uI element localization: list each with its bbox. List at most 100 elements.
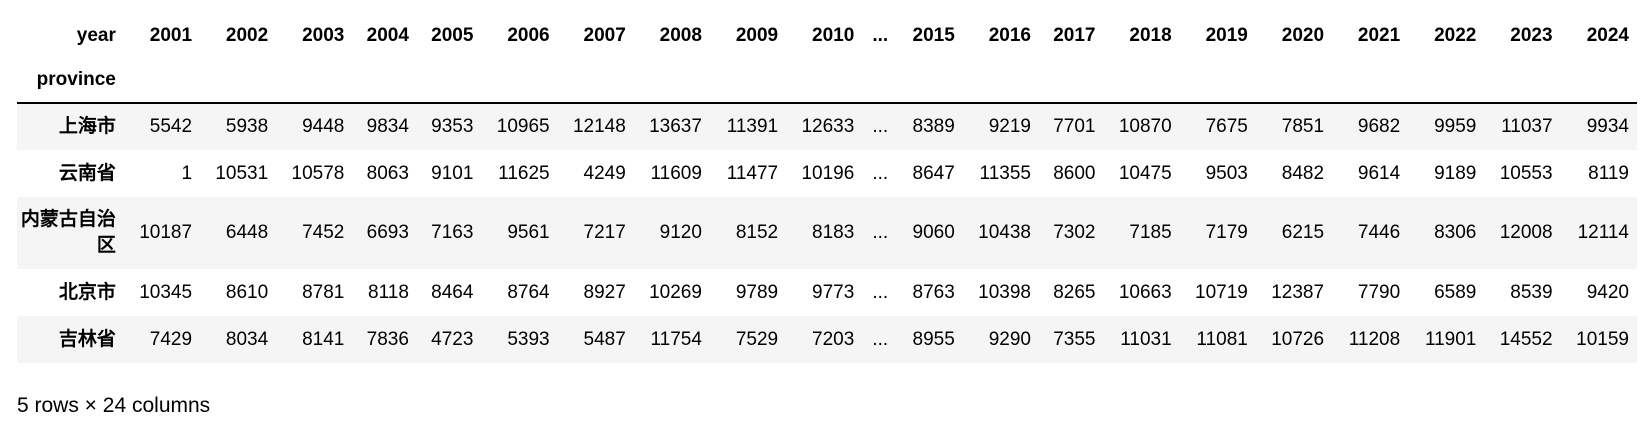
table-cell: 14552 [1499,328,1553,350]
table-cell: 11477 [726,162,779,184]
table-cell: 10438 [978,222,1031,243]
header-row-columns: year 2001 2002 2003 2004 2005 2006 2007 … [17,14,1637,58]
table-cell: 8647 [912,162,955,184]
table-cell: 10553 [1499,162,1553,184]
table-cell: 8927 [583,281,626,303]
table-cell: 8141 [302,328,345,350]
table-cell: 7179 [1205,222,1248,243]
table-cell: 8610 [225,281,269,303]
column-header: 2017 [1053,25,1096,46]
table-cell: 13637 [649,116,702,137]
column-header: 2009 [735,25,779,46]
table-cell: 9189 [1434,162,1477,184]
table-row: 吉林省 7429 8034 8141 7836 4723 5393 5487 11754 7529… [17,316,1637,363]
table-cell: 10398 [978,281,1031,303]
table-cell: 9934 [1586,116,1629,137]
table-cell: 9682 [1357,116,1401,137]
table-cell: 11754 [650,328,702,350]
table-cell: 12114 [1577,222,1629,243]
table-cell: 5487 [583,328,626,350]
column-header: 2021 [1357,25,1401,46]
table-cell: 9290 [988,328,1031,350]
table-cell: 10578 [291,162,345,184]
table-cell: 7163 [431,222,474,243]
table-cell: 7302 [1053,222,1096,243]
table-cell-ellipsis: ... [872,328,889,350]
table-cell: 7851 [1281,116,1325,137]
table-cell: 8482 [1281,162,1325,184]
table-cell-ellipsis: ... [872,162,889,184]
table-cell: 10870 [1118,116,1172,137]
column-header: 2004 [366,25,409,46]
row-index-label: 内蒙古自治区 [20,209,116,256]
column-header: 2001 [149,25,193,46]
table-cell: 10345 [139,281,193,303]
table-cell: 8464 [431,281,474,303]
table-cell: 9789 [735,281,779,303]
table-cell: 5393 [507,328,550,350]
table-cell: 8265 [1053,281,1096,303]
table-cell: 11208 [1348,328,1401,350]
column-header: 2005 [431,25,474,46]
column-header: 2007 [583,25,626,46]
table-cell: 7446 [1357,222,1401,243]
table-cell: 9614 [1357,162,1401,184]
table-cell: 10187 [139,222,193,243]
table-cell-ellipsis: ... [872,222,889,243]
column-header: 2023 [1510,25,1553,46]
table-cell: 11391 [726,116,779,137]
table-cell: 9420 [1586,281,1629,303]
table-cell: 8600 [1053,162,1096,184]
table-cell: 11625 [498,162,550,184]
table-cell: 8183 [812,222,855,243]
table-cell: 7701 [1053,116,1096,137]
table-cell: 11031 [1120,328,1172,350]
table-cell: 10475 [1118,162,1172,184]
table-cell: 7429 [149,328,193,350]
table-cell: 8118 [368,281,409,303]
table-cell: 9101 [431,162,474,184]
table-cell: 11355 [979,162,1031,184]
table-cell: 6693 [366,222,409,243]
table-row: 上海市 5542 5938 9448 9834 9353 10965 12148 13637 11… [17,103,1637,150]
table-cell: 9773 [812,281,855,303]
table-cell: 8389 [912,116,955,137]
column-header: 2015 [912,25,955,46]
column-header: 2010 [812,25,855,46]
table-row: 北京市 10345 8610 8781 8118 8464 8764 8927 10269 978… [17,269,1637,316]
table-cell: 1 [181,162,193,184]
column-header: 2022 [1434,25,1477,46]
table-cell: 12633 [801,116,855,137]
table-cell: 6215 [1281,222,1325,243]
table-cell: 9561 [507,222,550,243]
table-cell: 9060 [912,222,955,243]
table-shape-footer: 5 rows × 24 columns [17,394,211,417]
table-cell: 7675 [1205,116,1248,137]
table-cell: 7452 [302,222,345,243]
table-cell-ellipsis: ... [872,281,889,303]
row-index-label: 上海市 [58,116,116,137]
column-header: 2016 [988,25,1031,46]
table-header: year 2001 2002 2003 2004 2005 2006 2007 … [17,14,1637,103]
table-cell: 9120 [659,222,702,243]
table-cell: 9353 [431,116,474,137]
table-cell: 12148 [572,116,626,137]
columns-label: year [76,25,116,46]
column-header: 2003 [302,25,345,46]
table-cell: 9834 [366,116,409,137]
table-row: 云南省 1 10531 10578 8063 9101 11625 4249 11609 1147… [17,150,1637,197]
table-cell: 8781 [302,281,345,303]
table-cell: 8034 [225,328,269,350]
row-index-label: 云南省 [58,162,116,184]
table-cell: 5542 [149,116,193,137]
table-cell: 6589 [1434,281,1477,303]
row-index-label: 北京市 [58,281,116,303]
table-cell: 7203 [812,328,855,350]
header-row-index: province [17,58,1637,103]
table-row: 内蒙古自治区 10187 6448 7452 6693 7163 9561 7217 9120 8… [17,197,1637,269]
table-cell: 11901 [1424,328,1477,350]
table-cell: 12387 [1271,281,1325,303]
table-cell: 7217 [583,222,626,243]
table-cell: 7836 [366,328,409,350]
table-cell: 9219 [988,116,1031,137]
